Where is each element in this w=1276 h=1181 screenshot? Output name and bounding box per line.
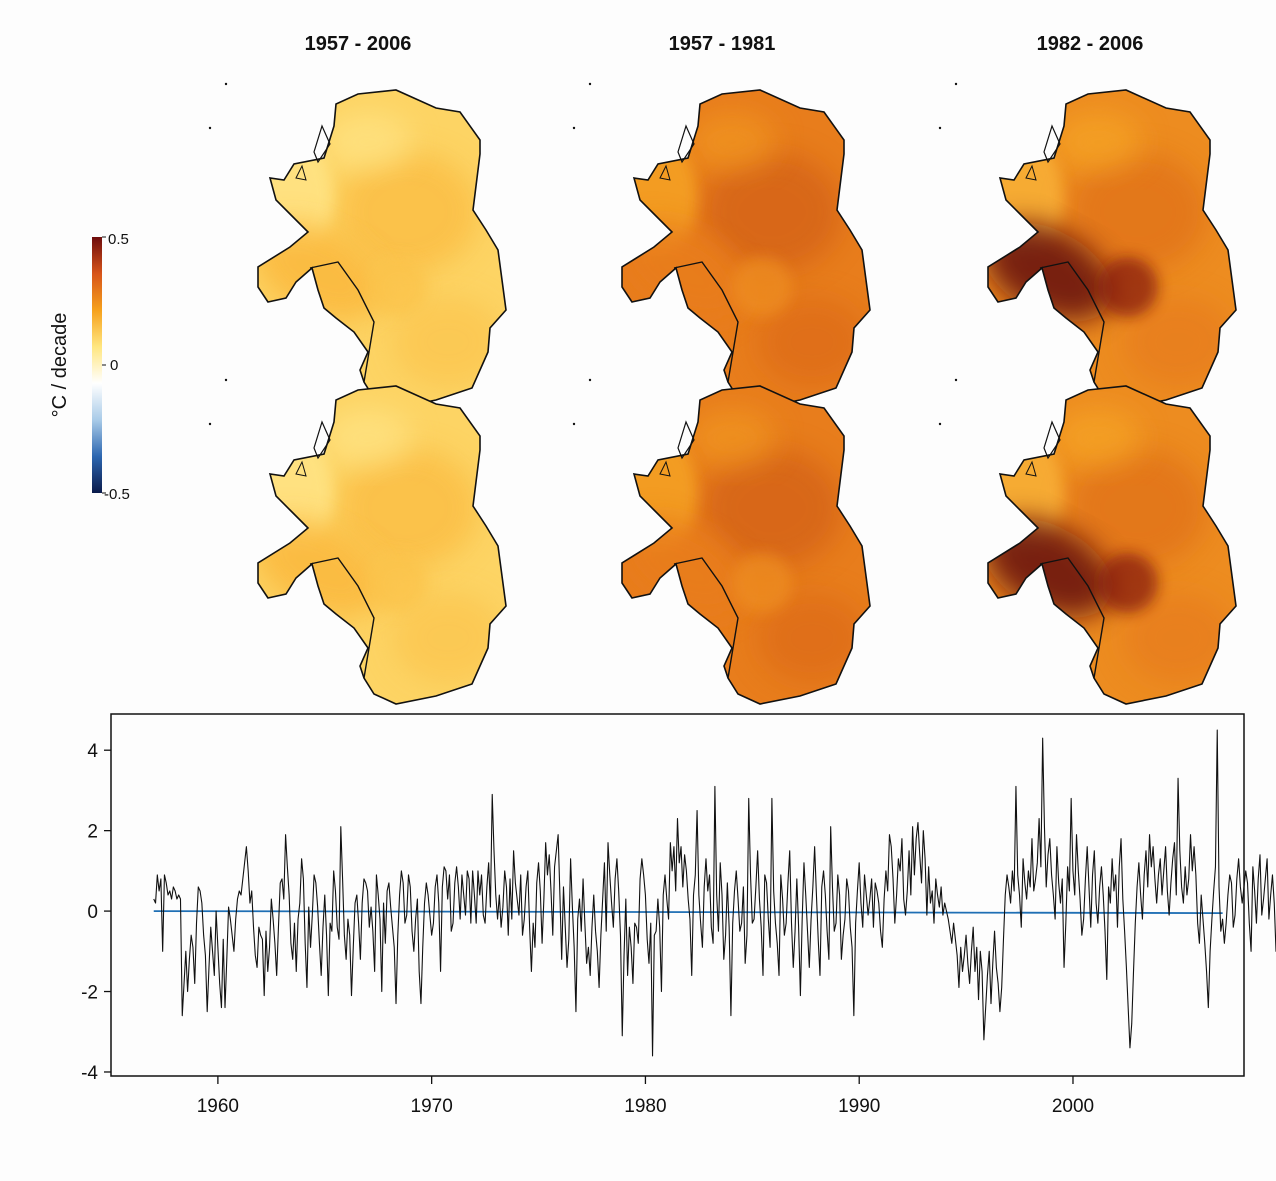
trend-line	[153, 910, 1223, 914]
y-tick-label: 0	[87, 902, 98, 923]
time-series-chart: -4 -2 0 2 4 1960 1970 1980 1990 2000	[81, 713, 1276, 1117]
x-tick-label: 1990	[838, 1096, 880, 1117]
colorbar: 0.5 0 -0.5 °C / decade	[49, 231, 130, 503]
colorbar-tick-min: -0.5	[104, 486, 130, 503]
map-panel-1-1	[208, 82, 507, 409]
map-grid	[208, 82, 1237, 705]
x-tick-label: 1980	[624, 1096, 666, 1117]
title-1957-1981: 1957 - 1981	[669, 33, 776, 55]
map-fill	[988, 386, 1236, 704]
y-axis: -4 -2 0 2 4	[81, 741, 111, 1084]
map-panel-2-3	[938, 378, 1237, 705]
map-panel-1-2	[572, 82, 871, 409]
colorbar-ramp	[92, 237, 102, 493]
map-panel-2-2	[572, 378, 871, 705]
y-tick-label: 4	[87, 741, 98, 762]
map-panel-1-3	[938, 82, 1237, 409]
y-tick-label: 2	[87, 822, 98, 843]
x-tick-label: 1960	[197, 1096, 239, 1117]
anomaly-series	[153, 729, 1276, 1057]
x-axis: 1960 1970 1980 1990 2000	[197, 1076, 1094, 1117]
map-panel-2-1	[208, 378, 507, 705]
plot-frame	[110, 713, 1245, 1077]
map-fill	[258, 90, 506, 408]
colorbar-tick-zero: 0	[110, 357, 118, 374]
colorbar-label: °C / decade	[49, 313, 71, 418]
x-tick-label: 2000	[1052, 1096, 1094, 1117]
title-1957-2006: 1957 - 2006	[305, 33, 412, 55]
map-fill	[622, 386, 870, 704]
x-tick-label: 1970	[411, 1096, 453, 1117]
map-titles: 1957 - 2006 1957 - 1981 1982 - 2006	[305, 33, 1144, 55]
map-fill	[988, 90, 1236, 408]
y-tick-label: -2	[81, 983, 98, 1004]
colorbar-tick-max: 0.5	[108, 231, 129, 248]
y-tick-label: -4	[81, 1063, 98, 1084]
map-fill	[258, 386, 506, 704]
map-fill	[622, 90, 870, 408]
title-1982-2006: 1982 - 2006	[1037, 33, 1144, 55]
